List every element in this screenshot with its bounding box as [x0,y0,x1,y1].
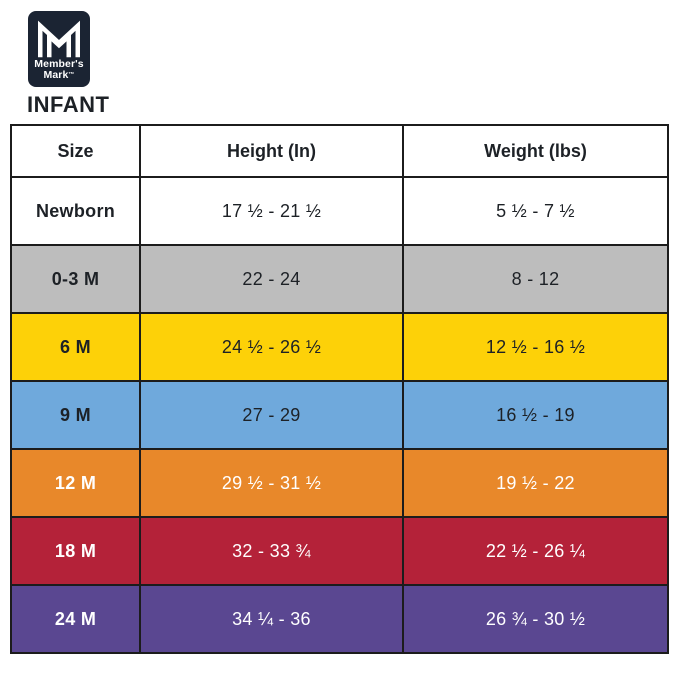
weight-cell: 5 ½ - 7 ½ [402,176,669,246]
table-row: 6 M 24 ½ - 26 ½ 12 ½ - 16 ½ [10,312,669,382]
members-mark-wordmark: Member's Mark™ [34,58,84,81]
size-cell: 6 M [10,312,141,382]
header-row: Size Height (In) Weight (lbs) [10,124,669,178]
table-row: 24 M 34 ¼ - 36 26 ¾ - 30 ½ [10,584,669,654]
weight-cell: 26 ¾ - 30 ½ [402,584,669,654]
weight-cell: 19 ½ - 22 [402,448,669,518]
size-cell: 24 M [10,584,141,654]
height-cell: 27 - 29 [139,380,404,450]
size-cell: 9 M [10,380,141,450]
height-cell: 32 - 33 ¾ [139,516,404,586]
weight-cell: 8 - 12 [402,244,669,314]
size-cell: 0-3 M [10,244,141,314]
height-cell: 34 ¼ - 36 [139,584,404,654]
table-row: 12 M 29 ½ - 31 ½ 19 ½ - 22 [10,448,669,518]
weight-cell: 12 ½ - 16 ½ [402,312,669,382]
size-table-body: Newborn 17 ½ - 21 ½ 5 ½ - 7 ½ 0-3 M 22 -… [10,176,669,654]
column-header-weight: Weight (lbs) [402,124,669,178]
table-row: 9 M 27 - 29 16 ½ - 19 [10,380,669,450]
members-mark-logo: Member's Mark™ [28,11,90,87]
weight-cell: 16 ½ - 19 [402,380,669,450]
weight-cell: 22 ½ - 26 ¼ [402,516,669,586]
trademark-symbol: ™ [68,72,75,78]
height-cell: 17 ½ - 21 ½ [139,176,404,246]
height-cell: 29 ½ - 31 ½ [139,448,404,518]
size-cell: Newborn [10,176,141,246]
size-cell: 18 M [10,516,141,586]
table-row: 18 M 32 - 33 ¾ 22 ½ - 26 ¼ [10,516,669,586]
members-mark-m-icon [35,16,83,58]
infant-size-table: Size Height (In) Weight (lbs) Newborn 17… [10,124,669,654]
table-row: Newborn 17 ½ - 21 ½ 5 ½ - 7 ½ [10,176,669,246]
column-header-size: Size [10,124,141,178]
size-cell: 12 M [10,448,141,518]
column-header-height: Height (In) [139,124,404,178]
height-cell: 22 - 24 [139,244,404,314]
table-row: 0-3 M 22 - 24 8 - 12 [10,244,669,314]
page-title: INFANT [27,92,110,117]
height-cell: 24 ½ - 26 ½ [139,312,404,382]
